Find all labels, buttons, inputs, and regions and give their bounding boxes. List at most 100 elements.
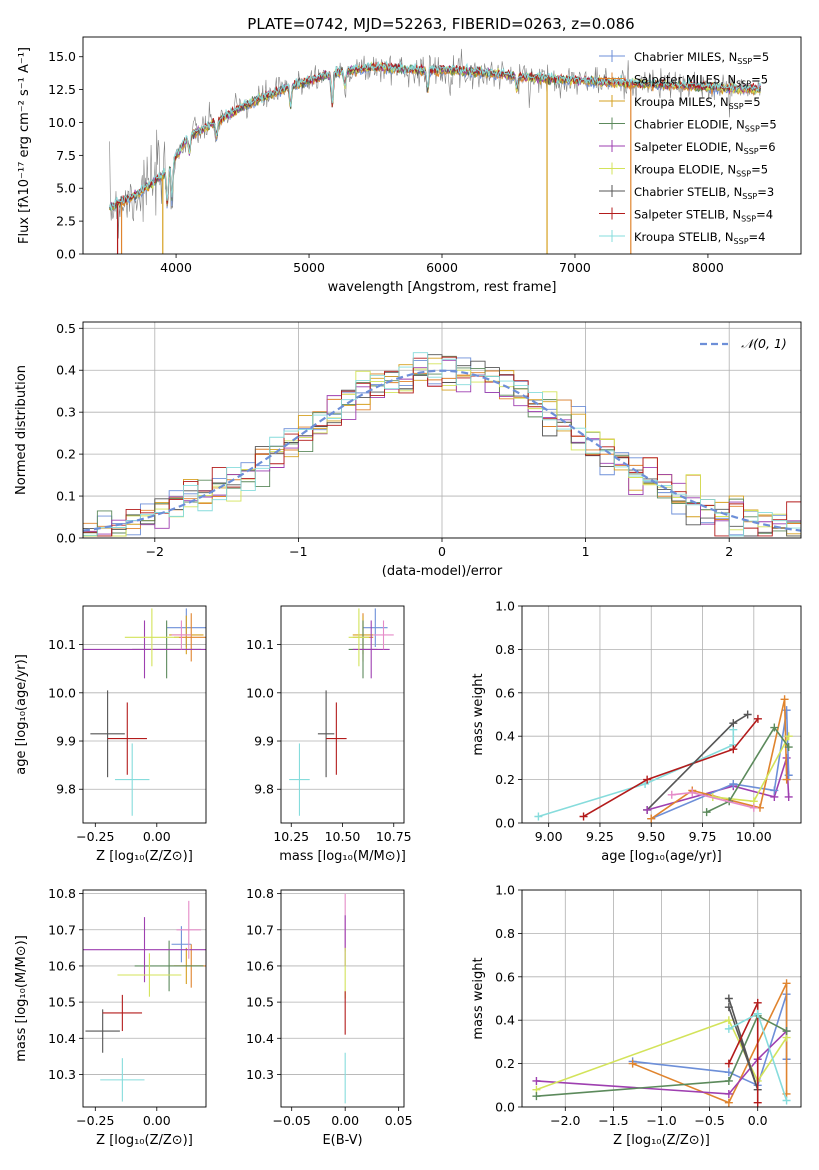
- panel-mass-weight-vs-Z: −2.0 −1.5 −1.0 −0.5 0.0 0.0 0.2 0.4 0.6 0.8 1.0 Z […: [471, 883, 802, 1148]
- legend-entry-sep: , N: [720, 73, 736, 87]
- mass-weight-marker: [753, 714, 762, 723]
- legend-entry-eq: =: [756, 208, 766, 222]
- axes-frame: [521, 605, 802, 824]
- gaussian-reference-line: [83, 369, 801, 532]
- legend-entry-sep: , N: [725, 208, 741, 222]
- y-tick-label: 0.0: [495, 1100, 515, 1115]
- y-tick-label: 0.8: [495, 642, 515, 657]
- y-tick-label: 15.0: [48, 49, 76, 64]
- axes-frame: [82, 36, 802, 255]
- panel-age-vs-Z: −0.25 0.00 9.8 9.9 10.0 10.1 Z [log₁₀(Z/Z⊙)] ag…: [14, 605, 207, 864]
- plot-area: [109, 48, 762, 254]
- mass-weight-marker: [782, 979, 791, 988]
- legend-entry-sub: SSP: [729, 102, 744, 111]
- legend-entry-nssp: 5: [761, 73, 768, 87]
- panel-mass-weight-vs-age: 9.00 9.25 9.50 9.75 10.00 0.0 0.2 0.4 0.6 0.8 1.0 a…: [471, 599, 802, 864]
- axes-frame: [82, 889, 207, 1108]
- mass-weight-marker: [724, 1076, 733, 1085]
- x-tick-label: −0.5: [694, 1113, 724, 1128]
- legend-entry-sub: SSP: [736, 170, 751, 179]
- y-tick-label: 10.3: [246, 1067, 274, 1082]
- legend-entry-name: Kroupa MILES: [634, 95, 713, 109]
- x-tick-label: −2: [146, 544, 164, 559]
- x-tick-label: −0.25: [76, 829, 114, 844]
- legend-entry-sep: , N: [713, 95, 729, 109]
- y-tick-label: 10.0: [48, 685, 76, 700]
- y-tick-label: 1.0: [495, 599, 515, 614]
- y-tick-label: 0.4: [56, 363, 76, 378]
- x-tick-label: 0.00: [331, 1113, 359, 1128]
- y-tick-label: 10.4: [246, 1031, 274, 1046]
- x-tick-label: 10.75: [376, 829, 412, 844]
- x-axis-label: E(B-V): [322, 1133, 362, 1148]
- y-tick-label: 10.4: [48, 1031, 76, 1046]
- legend-entry-eq: =: [757, 185, 767, 199]
- axes-frame: [82, 321, 802, 539]
- y-tick-label: 12.5: [48, 82, 76, 97]
- x-axis-label: Z [log₁₀(Z/Z⊙)]: [613, 1133, 710, 1148]
- y-tick-label: 10.5: [246, 995, 274, 1010]
- plot-area: [83, 608, 206, 816]
- mass-weight-marker: [532, 1092, 541, 1101]
- y-tick-label: 10.3: [48, 1067, 76, 1082]
- y-tick-label: 10.8: [246, 886, 274, 901]
- y-tick-label: 0.0: [495, 816, 515, 831]
- x-tick-label: −1.0: [646, 1113, 676, 1128]
- y-tick-label: 10.1: [246, 637, 274, 652]
- legend-entry-sub: SSP: [741, 215, 756, 224]
- legend-entry-eq: =: [751, 73, 761, 87]
- legend-entry: Kroupa ELODIE, NSSP=5: [634, 163, 768, 179]
- x-tick-label: 9.00: [535, 829, 563, 844]
- mass-weight-line: [536, 1030, 788, 1095]
- mass-weight-marker: [724, 1024, 733, 1033]
- y-tick-label: 9.8: [254, 782, 274, 797]
- y-tick-label: 0.2: [56, 447, 76, 462]
- x-axis-label: age [log₁₀(age/yr)]: [601, 849, 722, 864]
- mass-weight-line: [538, 729, 735, 818]
- y-tick-label: 0.2: [495, 772, 515, 787]
- y-tick-label: 9.8: [56, 782, 76, 797]
- x-tick-label: 0.00: [143, 1113, 171, 1128]
- y-tick-label: 0.0: [56, 247, 76, 262]
- y-tick-label: 0.8: [495, 926, 515, 941]
- mass-weight-marker: [743, 710, 752, 719]
- legend-entry-name: Salpeter ELODIE: [634, 140, 728, 154]
- mass-weight-marker: [643, 805, 652, 814]
- plot-area: [83, 322, 801, 538]
- legend-entry-nssp: 4: [758, 230, 765, 244]
- legend-entry-nssp: 5: [761, 163, 768, 177]
- x-tick-label: −0.25: [76, 1113, 114, 1128]
- y-tick-label: 9.9: [254, 734, 274, 749]
- mass-weight-marker: [688, 788, 697, 797]
- x-tick-label: 9.50: [637, 829, 665, 844]
- mass-weight-marker: [784, 792, 793, 801]
- panel-mass-vs-ebv: −0.05 0.00 0.05 10.3 10.4 10.5 10.6 10.7 10.8 E(B…: [246, 886, 412, 1148]
- legend-entry-name: Salpeter STELIB: [634, 208, 725, 222]
- y-tick-label: 10.6: [48, 958, 76, 973]
- legend-entry: 𝒩(0, 1): [741, 336, 787, 351]
- spectrum-model-line: [109, 60, 762, 211]
- y-tick-label: 0.4: [495, 1013, 515, 1028]
- legend-entry-sep: , N: [721, 50, 737, 64]
- legend-entry-name: Kroupa ELODIE: [634, 163, 720, 177]
- mass-weight-marker: [647, 814, 656, 823]
- x-tick-label: 9.25: [586, 829, 614, 844]
- mass-weight-marker: [753, 1098, 762, 1107]
- legend-entry-sub: SSP: [744, 147, 759, 156]
- x-tick-label: 4000: [160, 260, 192, 275]
- legend-entry-sub: SSP: [737, 57, 752, 66]
- x-tick-label: 5000: [293, 260, 325, 275]
- y-tick-label: 0.3: [56, 405, 76, 420]
- legend-entry-sub: SSP: [745, 125, 760, 134]
- y-tick-label: 0.6: [495, 969, 515, 984]
- x-tick-label: 7000: [559, 260, 591, 275]
- mass-weight-marker: [749, 803, 758, 812]
- mass-weight-marker: [724, 1089, 733, 1098]
- y-tick-label: 10.1: [48, 637, 76, 652]
- y-tick-label: 9.9: [56, 734, 76, 749]
- y-tick-label: 0.1: [56, 489, 76, 504]
- mass-weight-marker: [724, 1068, 733, 1077]
- y-tick-label: 10.8: [48, 886, 76, 901]
